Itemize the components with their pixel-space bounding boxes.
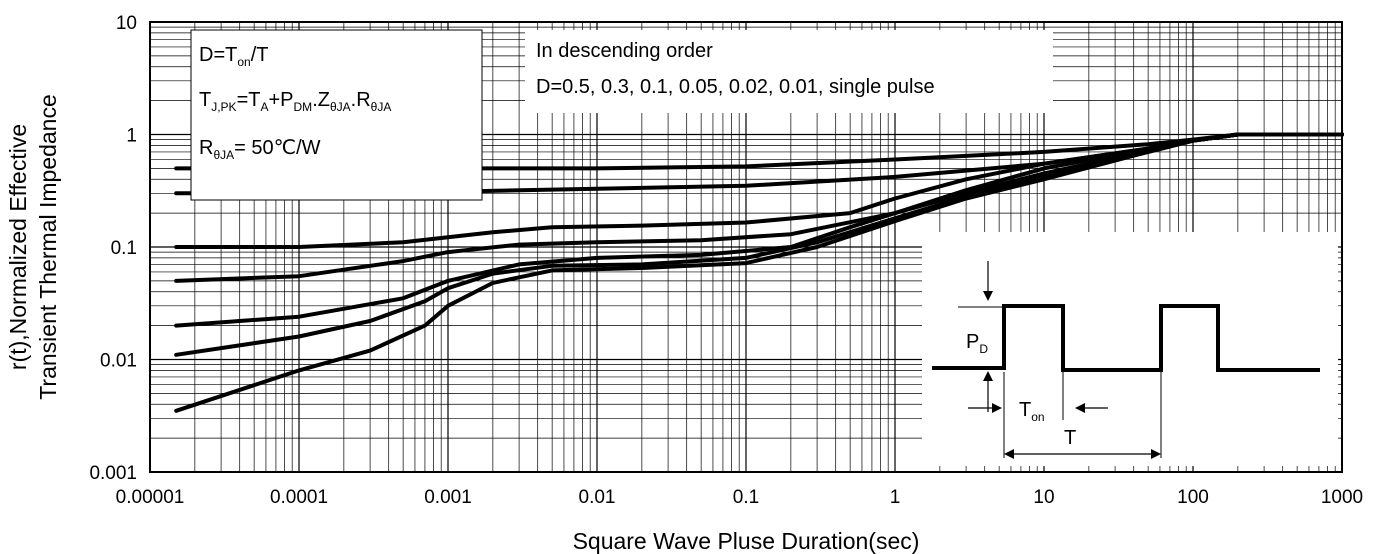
y-axis-title-line2: Transient Thermal Impedance xyxy=(35,94,61,400)
y-tick-label: 0.001 xyxy=(89,463,137,484)
x-tick-label: 0.00001 xyxy=(116,487,185,508)
y-tick-label: 10 xyxy=(116,13,137,34)
x-tick-label: 0.1 xyxy=(733,487,759,508)
formula-box: D=Ton/T TJ,PK=TA+PDM.ZθJA.RθJA RθJA= 50℃… xyxy=(191,30,482,200)
x-tick-label: 1000 xyxy=(1321,487,1363,508)
x-tick-label: 0.001 xyxy=(424,487,472,508)
order-legend-box: In descending order D=0.5, 0.3, 0.1, 0.0… xyxy=(525,30,1053,113)
y-tick-label: 1 xyxy=(126,126,137,147)
duty-cycle-formula: D=Ton/T xyxy=(199,44,268,69)
x-tick-label: 0.01 xyxy=(579,487,616,508)
y-axis-title-line1: r(t),Normalized Effective xyxy=(5,124,31,370)
x-axis-title: Square Wave Pluse Duration(sec) xyxy=(573,528,920,554)
x-tick-labels: 0.00001 0.0001 0.001 0.01 0.1 1 10 100 1000 xyxy=(116,487,1363,508)
x-tick-label: 100 xyxy=(1177,487,1209,508)
y-tick-label: 0.1 xyxy=(111,238,137,259)
x-tick-label: 0.0001 xyxy=(270,487,328,508)
order-legend-line1: In descending order xyxy=(536,40,713,62)
pulse-waveform-inset: PD Ton T xyxy=(922,232,1338,466)
x-tick-label: 1 xyxy=(890,487,901,508)
period-label: T xyxy=(1064,427,1076,449)
y-tick-labels: 0.001 0.01 0.1 1 10 xyxy=(89,13,137,484)
order-legend-line2: D=0.5, 0.3, 0.1, 0.05, 0.02, 0.01, singl… xyxy=(536,76,935,98)
y-tick-label: 0.01 xyxy=(100,351,137,372)
x-tick-label: 10 xyxy=(1033,487,1054,508)
